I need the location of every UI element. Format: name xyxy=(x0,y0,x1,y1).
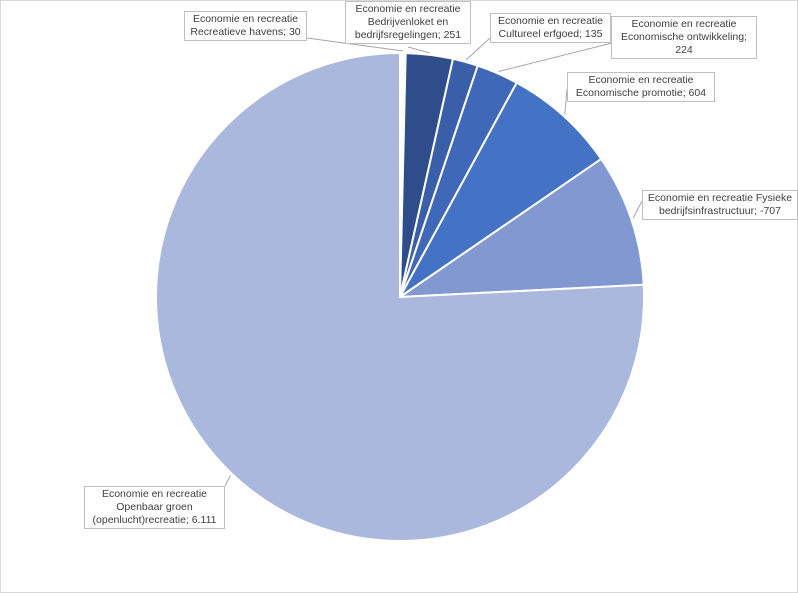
leader-line-0 xyxy=(306,37,403,52)
pie-slice-5 xyxy=(396,157,645,299)
data-label-cultureel-erfgoed: Economie en recreatie Cultureel erfgoed;… xyxy=(490,13,611,43)
data-label-recreatieve-havens: Economie en recreatie Recreatieve havens… xyxy=(184,11,307,41)
pie-slice-6 xyxy=(155,51,645,542)
leader-line-1 xyxy=(407,46,430,54)
data-label-economische-promotie: Economie en recreatie Economische promot… xyxy=(567,72,715,102)
pie-slice-4 xyxy=(399,81,603,298)
data-label-openbaar-groen: Economie en recreatie Openbaar groen (op… xyxy=(84,486,225,529)
leader-line-5 xyxy=(632,200,643,219)
data-label-bedrijvenloket: Economie en recreatie Bedrijvenloket en … xyxy=(345,1,471,44)
data-label-fysieke-bedrijfsinfrastructuur: Economie en recreatie Fysieke bedrijfsin… xyxy=(642,190,798,220)
leader-line-6 xyxy=(224,475,231,487)
leader-line-3 xyxy=(498,42,613,73)
leader-line-2 xyxy=(465,37,491,61)
pie-slices xyxy=(155,51,645,542)
leader-lines xyxy=(224,37,643,487)
leader-line-4 xyxy=(564,88,568,115)
data-label-economische-ontwikkeling: Economie en recreatie Economische ontwik… xyxy=(611,16,757,59)
